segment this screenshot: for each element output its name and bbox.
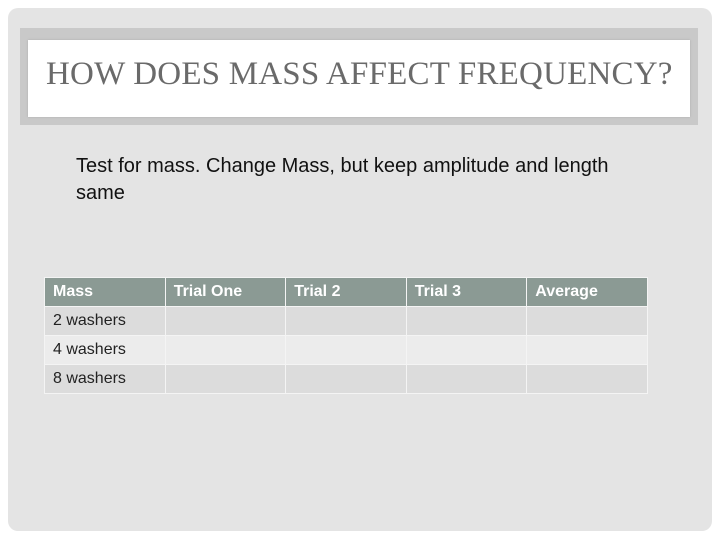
body-text: Test for mass. Change Mass, but keep amp… bbox=[76, 155, 609, 204]
cell bbox=[405, 306, 528, 336]
table-row: 2 washers bbox=[44, 306, 648, 336]
table-row: 4 washers bbox=[44, 335, 648, 365]
data-table: Mass Trial One Trial 2 Trial 3 Average 2… bbox=[44, 277, 648, 394]
cell bbox=[405, 364, 528, 394]
cell bbox=[164, 306, 287, 336]
cell bbox=[526, 364, 648, 394]
header-average: Average bbox=[526, 277, 648, 307]
slide-title: HOW DOES MASS AFFECT FREQUENCY? bbox=[46, 56, 673, 92]
header-trial-one: Trial One bbox=[164, 277, 287, 307]
cell bbox=[285, 364, 407, 394]
cell bbox=[164, 364, 287, 394]
cell bbox=[526, 306, 648, 336]
cell bbox=[285, 335, 407, 365]
cell bbox=[164, 335, 287, 365]
header-trial-2: Trial 2 bbox=[285, 277, 407, 307]
cell-mass: 8 washers bbox=[44, 364, 166, 394]
header-trial-3: Trial 3 bbox=[405, 277, 528, 307]
table-header-row: Mass Trial One Trial 2 Trial 3 Average bbox=[44, 277, 648, 307]
table-row: 8 washers bbox=[44, 364, 648, 394]
cell-mass: 2 washers bbox=[44, 306, 166, 336]
title-box bbox=[28, 40, 690, 117]
cell bbox=[405, 335, 528, 365]
header-mass: Mass bbox=[44, 277, 166, 307]
cell bbox=[526, 335, 648, 365]
cell-mass: 4 washers bbox=[44, 335, 166, 365]
cell bbox=[285, 306, 407, 336]
